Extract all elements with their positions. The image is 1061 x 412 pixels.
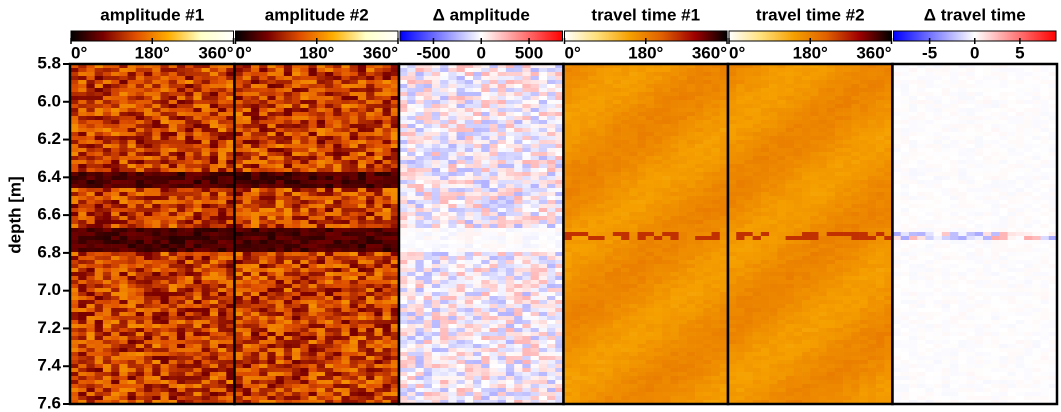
colorbar-tick-label: 180° <box>793 43 828 62</box>
colorbar-tick-label: 0° <box>729 43 745 62</box>
panel-image <box>70 64 235 404</box>
y-tick-label: 6.8 <box>37 242 61 261</box>
y-tick-label: 7.2 <box>37 318 61 337</box>
colorbar-tick-label: -500 <box>416 43 450 62</box>
colorbar-tick-label: 0° <box>565 43 581 62</box>
panel-title: Δ amplitude <box>433 5 530 24</box>
panel-title: travel time #2 <box>756 5 865 24</box>
y-tick-label: 5.8 <box>37 53 61 72</box>
y-tick-label: 6.4 <box>37 167 61 186</box>
colorbar-tick-label: 360° <box>198 43 233 62</box>
y-tick-label: 7.6 <box>37 393 61 412</box>
y-tick-label: 6.0 <box>37 91 61 110</box>
colorbar-tick-label: 0° <box>236 43 252 62</box>
colorbar-tick-label: 360° <box>856 43 891 62</box>
panel-image <box>235 64 400 404</box>
panel-image <box>728 64 893 404</box>
panel-title: amplitude #1 <box>100 5 204 24</box>
colorbar-tick-label: 0 <box>970 43 979 62</box>
colorbar-tick-label: 5 <box>1015 43 1024 62</box>
colorbar-tick-label: 0° <box>71 43 87 62</box>
panel-image <box>399 64 564 404</box>
colorbar-tick-label: 180° <box>135 43 170 62</box>
y-tick-label: 7.4 <box>37 356 61 375</box>
y-tick-label: 6.6 <box>37 205 61 224</box>
colorbar-tick-label: 360° <box>363 43 398 62</box>
y-tick-label: 6.2 <box>37 129 61 148</box>
colorbar-tick-label: 0 <box>477 43 486 62</box>
colorbar-tick-label: 180° <box>628 43 663 62</box>
panel-title: amplitude #2 <box>265 5 369 24</box>
y-tick-label: 7.0 <box>37 280 61 299</box>
colorbar-tick-label: -5 <box>922 43 937 62</box>
colorbar-tick-label: 360° <box>692 43 727 62</box>
panel-image <box>893 64 1058 404</box>
panel-image <box>564 64 729 404</box>
colorbar-tick-label: 500 <box>515 43 543 62</box>
panel-title: Δ travel time <box>924 5 1026 24</box>
colorbar-tick-label: 180° <box>299 43 334 62</box>
y-axis-label: depth [m] <box>5 176 24 253</box>
panel-title: travel time #1 <box>591 5 700 24</box>
